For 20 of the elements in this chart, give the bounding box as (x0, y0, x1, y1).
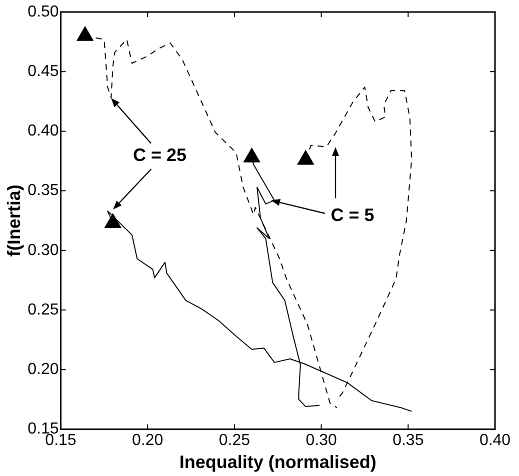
point (297, 150, 314, 165)
x-tick-label: 0.40 (479, 432, 511, 450)
y-tick-label: 0.40 (28, 122, 59, 140)
y-tick-label: 0.20 (28, 361, 59, 378)
point (76, 26, 94, 41)
x-tick-label: 0.30 (306, 432, 337, 450)
x-tick-label: 0.25 (218, 432, 250, 450)
y-tick-label: 0.30 (28, 242, 59, 259)
y-tick-label: 0.25 (28, 301, 59, 318)
point (104, 212, 122, 228)
x-tick-label: 0.35 (392, 432, 424, 450)
x-axis-title: Inequality (normalised) (179, 452, 376, 472)
annotation: C = 5 (330, 204, 374, 225)
y-axis-title: f(Inertia) (4, 184, 24, 257)
point (243, 147, 260, 162)
y-tick-label: 0.35 (28, 182, 59, 200)
y-tick-label: 0.45 (28, 63, 59, 80)
annotation: C = 25 (132, 145, 187, 166)
x-tick-label: 0.20 (132, 432, 164, 450)
y-tick-label: 0.50 (28, 3, 59, 20)
